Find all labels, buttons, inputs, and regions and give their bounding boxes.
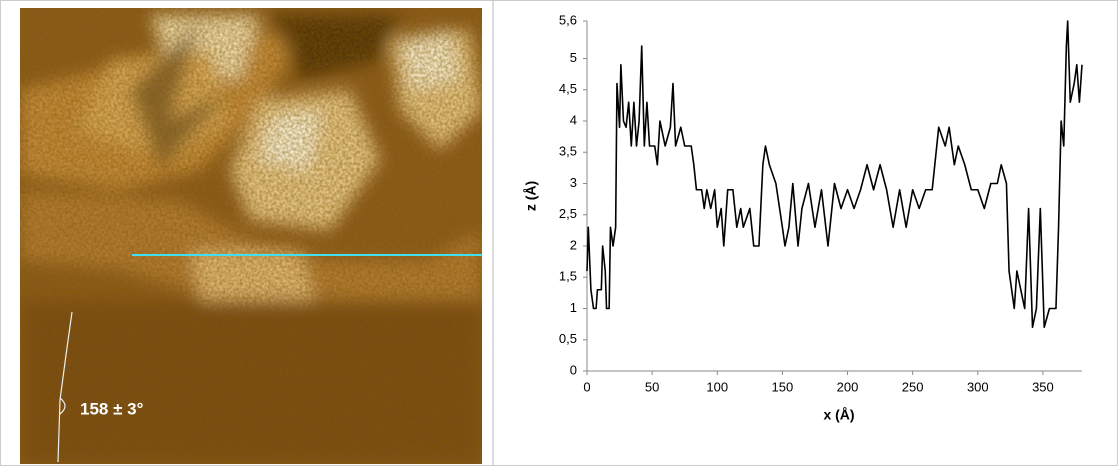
y-tick-label: 5,6: [559, 12, 577, 27]
x-tick-label: 0: [583, 379, 590, 394]
y-tick-label: 4: [570, 112, 577, 127]
profile-line: [586, 20, 1083, 329]
y-tick-label: 2,5: [559, 206, 577, 221]
y-tick-label: 1: [570, 300, 577, 315]
stm-image: 158 ± 3°: [20, 8, 482, 464]
y-tick-label: 5: [570, 50, 577, 65]
x-axis-title: x (Å): [823, 407, 854, 423]
x-tick-label: 350: [1032, 379, 1054, 394]
x-tick-label: 50: [645, 379, 659, 394]
y-tick-label: 0,5: [559, 331, 577, 346]
y-tick-label: 2: [570, 237, 577, 252]
x-tick-label: 300: [967, 379, 989, 394]
angle-annotation: 158 ± 3°: [80, 399, 144, 418]
x-tick-label: 250: [902, 379, 924, 394]
y-tick-label: 3: [570, 175, 577, 190]
x-tick-label: 200: [837, 379, 859, 394]
y-tick-label: 3,5: [559, 144, 577, 159]
x-tick-label: 100: [706, 379, 728, 394]
y-tick-label: 4,5: [559, 81, 577, 96]
y-tick-label: 1,5: [559, 269, 577, 284]
x-tick-label: 150: [772, 379, 794, 394]
chart-axes: x (Å) z (Å): [523, 21, 1082, 423]
y-axis-title: z (Å): [523, 181, 539, 211]
y-tick-label: 0: [570, 362, 577, 377]
